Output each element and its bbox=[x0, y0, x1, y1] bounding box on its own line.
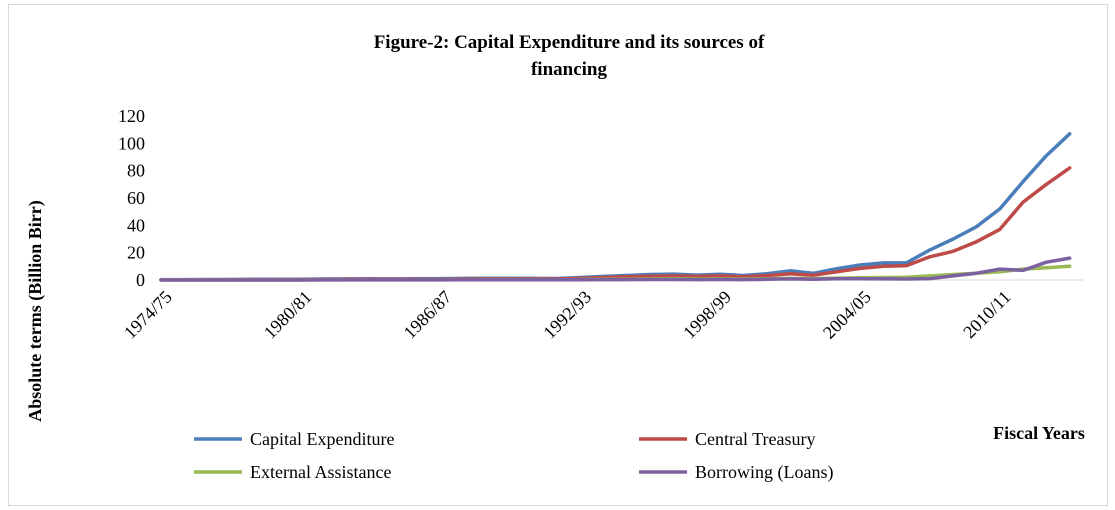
chart-frame: Figure-2: Capital Expenditure and its so… bbox=[8, 4, 1108, 506]
x-tick-label: 1992/93 bbox=[539, 287, 595, 343]
y-tick-label: 80 bbox=[127, 161, 145, 181]
x-tick-label: 1980/81 bbox=[260, 287, 316, 343]
line-chart: Figure-2: Capital Expenditure and its so… bbox=[25, 32, 1085, 483]
y-tick-label: 60 bbox=[127, 188, 145, 208]
y-axis-title: Absolute terms (Billion Birr) bbox=[25, 200, 46, 421]
x-axis-title: Fiscal Years bbox=[993, 423, 1085, 443]
x-tick-label: 1986/87 bbox=[400, 287, 456, 343]
y-axis-ticks: 0 20 40 60 80 100 120 bbox=[118, 106, 145, 290]
chart-title-line-2: financing bbox=[531, 59, 608, 80]
legend-label: Borrowing (Loans) bbox=[695, 462, 833, 483]
x-tick-label: 2004/05 bbox=[819, 287, 875, 343]
y-tick-label: 100 bbox=[118, 133, 145, 153]
legend-item: Capital Expenditure bbox=[194, 429, 394, 449]
x-tick-label: 2010/11 bbox=[959, 287, 1014, 342]
series-line-borrowing-loans bbox=[159, 256, 1072, 282]
chart-title: Figure-2: Capital Expenditure and its so… bbox=[374, 32, 765, 80]
legend: Capital Expenditure Central Treasury Exter… bbox=[194, 429, 833, 483]
y-tick-label: 120 bbox=[118, 106, 145, 126]
y-tick-label: 0 bbox=[136, 270, 145, 290]
legend-label: Central Treasury bbox=[695, 429, 816, 449]
series-lines bbox=[159, 132, 1072, 282]
legend-label: Capital Expenditure bbox=[250, 429, 394, 449]
x-tick-label: 1974/75 bbox=[120, 287, 176, 343]
y-tick-label: 20 bbox=[127, 243, 145, 263]
chart-title-line-1: Figure-2: Capital Expenditure and its so… bbox=[374, 32, 765, 53]
legend-item: Borrowing (Loans) bbox=[639, 462, 833, 483]
y-tick-label: 40 bbox=[127, 215, 145, 235]
legend-item: Central Treasury bbox=[639, 429, 816, 449]
legend-item: External Assistance bbox=[194, 462, 391, 482]
series-line-central-treasury bbox=[159, 166, 1072, 282]
legend-label: External Assistance bbox=[250, 462, 391, 482]
x-tick-label: 1998/99 bbox=[679, 287, 735, 343]
x-axis-ticks: 1974/75 1980/81 1986/87 1992/93 1998/99 2004/… bbox=[120, 287, 1015, 343]
